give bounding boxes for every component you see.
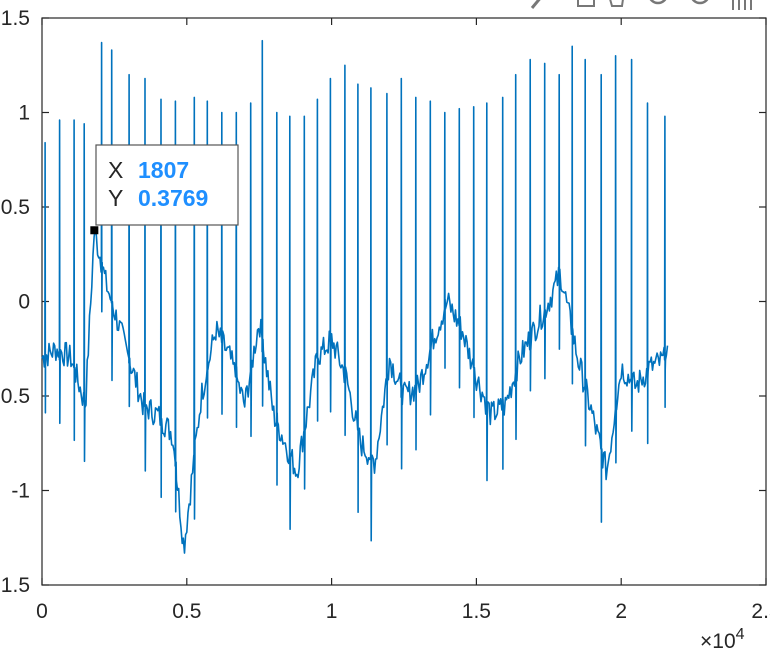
- zoom-in-icon[interactable]: [648, 0, 672, 10]
- axes-frame: [41, 17, 767, 586]
- series-line: [41, 39, 669, 554]
- pan-icon[interactable]: [604, 0, 628, 10]
- x-tick-label: 1.5: [462, 600, 491, 623]
- zoom-out-icon[interactable]: [690, 0, 714, 10]
- x-axis-ticks: 0 0.5 1 1.5 2 2.5: [36, 18, 770, 623]
- y-tick-label: -1.5: [0, 574, 30, 597]
- x-tick-label: 0: [36, 600, 48, 623]
- y-tick-label: 1.5: [1, 7, 30, 30]
- datatip-marker[interactable]: [90, 226, 99, 235]
- x-tick-label: 2.5: [751, 600, 770, 623]
- brush-icon[interactable]: [528, 0, 552, 10]
- datatip-y-label: Y: [108, 185, 123, 211]
- datatip-box[interactable]: [95, 144, 239, 226]
- home-icon[interactable]: [730, 0, 754, 10]
- series-layer: [41, 39, 669, 554]
- x-tick-label: 1: [326, 600, 338, 623]
- datatip-x-label: X: [108, 157, 123, 183]
- y-axis-ticks: -1.5 -1 -0.5 0 0.5 1 1.5: [0, 7, 766, 597]
- y-tick-label: -0.5: [0, 385, 30, 408]
- y-tick-label: 1: [18, 102, 30, 125]
- x-axis-exponent-label: ×104: [700, 626, 745, 652]
- axes-border: [41, 17, 767, 586]
- export-icon[interactable]: [575, 0, 599, 10]
- y-tick-label: 0.5: [1, 196, 30, 219]
- y-tick-label: 0: [18, 291, 30, 314]
- datatip-x-value: 1807: [138, 157, 189, 183]
- data-tip[interactable]: X 1807 Y 0.3769: [90, 144, 239, 235]
- y-tick-label: -1: [11, 480, 30, 503]
- x-tick-label: 0.5: [172, 600, 201, 623]
- x-tick-label: 2: [615, 600, 627, 623]
- datatip-y-value: 0.3769: [138, 185, 208, 211]
